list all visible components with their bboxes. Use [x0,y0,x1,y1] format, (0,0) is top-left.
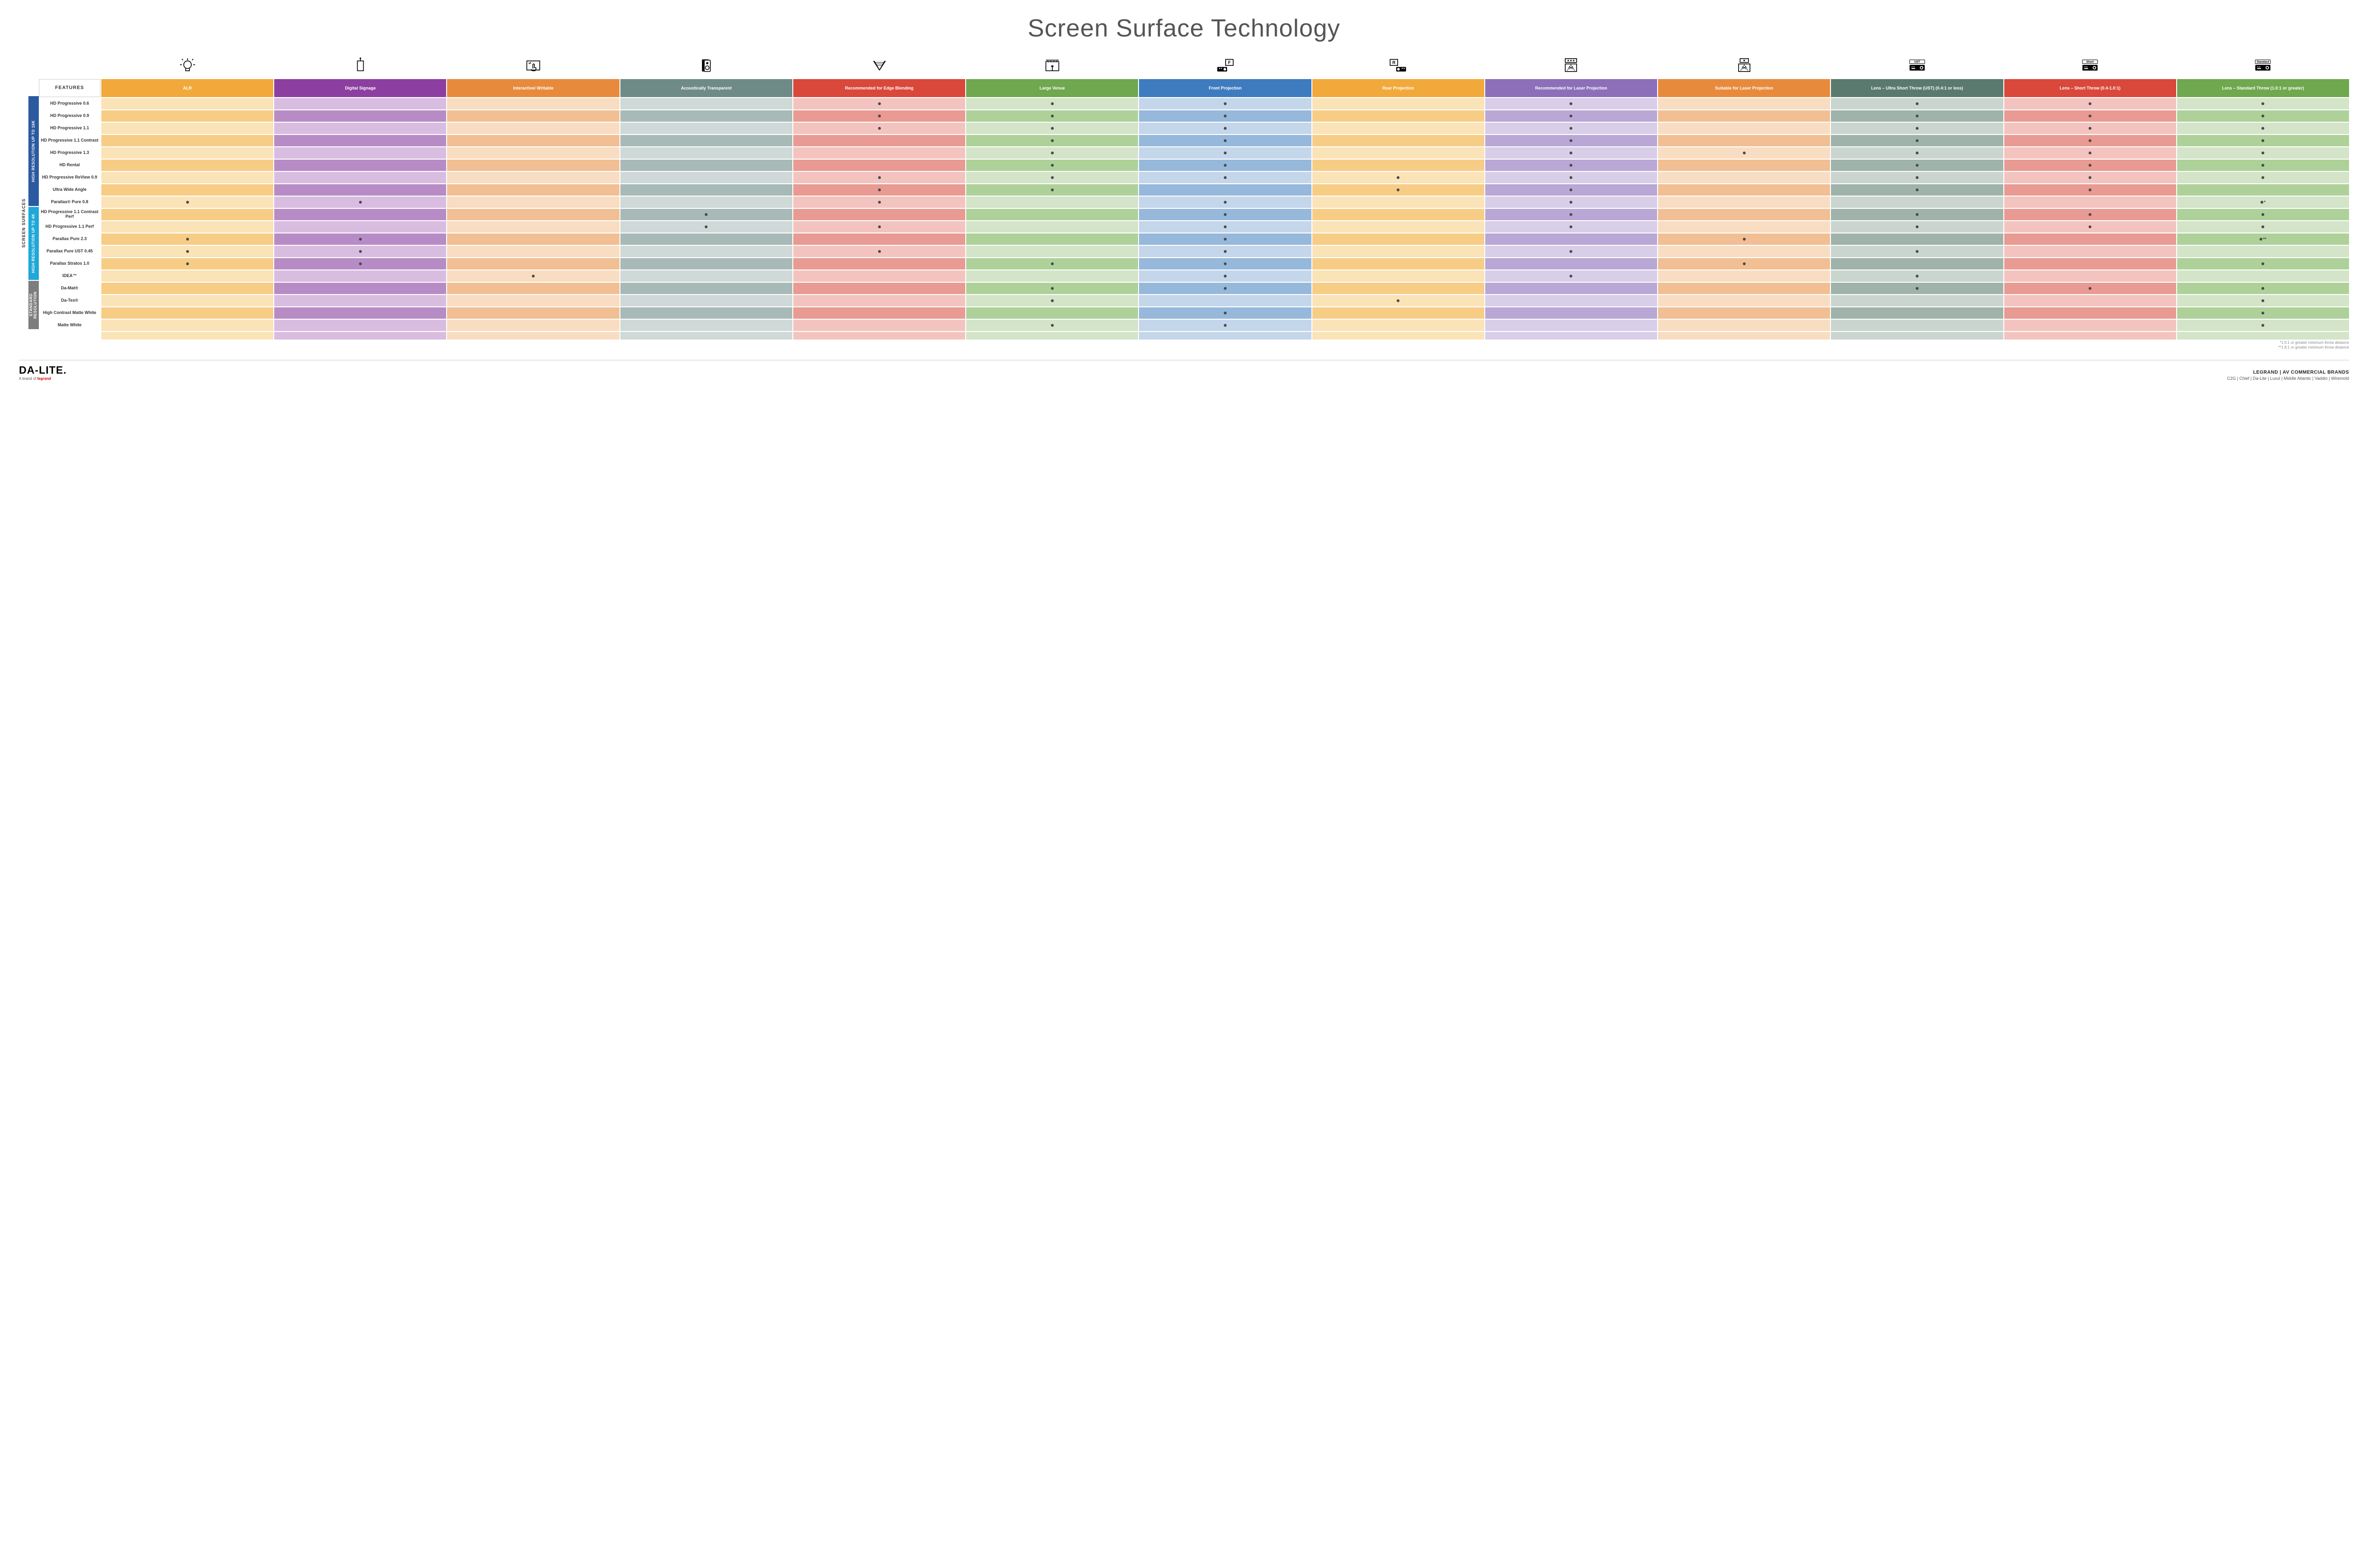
row-label: HD Progressive 1.1 Contrast [39,135,100,146]
row-label: IDEA™ [39,270,100,282]
header-edge: Recommended for Edge Blending [793,79,965,97]
svg-text:F: F [1228,60,1231,65]
bulb-icon [101,54,273,77]
row-label: High Contrast Matte White [39,307,100,319]
row-label: HD Progressive 0.6 [39,98,100,109]
table-row: HD Progressive 1.1 [39,123,2349,134]
group-label: STANDARD RESOLUTION [28,281,39,329]
group-label: HIGH RESOLUTION UP TO 16K [28,96,39,206]
table-row: IDEA™ [39,270,2349,282]
table-row: Parallax Pure 2.3** [39,233,2349,245]
table-row: Parallax Pure UST 0.45 [39,246,2349,257]
rear-proj-icon: R [1312,54,1484,77]
footnote-2: **1.8:1 or greater minimum throw distanc… [39,345,2349,350]
header-features: FEATURES [39,79,100,97]
table-row: Matte White [39,320,2349,331]
svg-text:UST: UST [1914,61,1920,63]
row-groups: HIGH RESOLUTION UP TO 16KHIGH RESOLUTION… [28,96,39,350]
touch-icon [447,54,619,77]
logo-block: DA-LITE. A brand of legrand [19,364,67,381]
spacer-row [39,332,2349,340]
table-row: High Contrast Matte White [39,307,2349,319]
header-front: Front Projection [1139,79,1311,97]
table-row: Da-Mat® [39,283,2349,294]
header-reclaser: Recommended for Laser Projection [1485,79,1657,97]
row-label: Parallax Stratos 1.0 [39,258,100,269]
std-proj-icon: Standard [2177,54,2349,77]
header-signage: Digital Signage [274,79,446,97]
table-row: HD Progressive 0.6 [39,98,2349,109]
svg-text:Short: Short [2086,61,2094,63]
logo-main: DA-LITE. [19,364,67,376]
row-label: HD Progressive 0.9 [39,110,100,122]
logo-sub: A brand of legrand [19,376,67,381]
laser-rec-icon: ★★★ [1485,54,1657,77]
svg-text:★★★: ★★★ [1567,59,1575,63]
table-row: Ultra Wide Angle [39,184,2349,196]
table-row: HD Progressive ReView 0.9 [39,172,2349,183]
row-label: Matte White [39,320,100,331]
table-row: HD Progressive 1.1 Perf [39,221,2349,233]
table-row: HD Rental [39,160,2349,171]
row-label: Da-Tex® [39,295,100,306]
header-standard: Lens – Standard Throw (1.0:1 or greater) [2177,79,2349,97]
ust-proj-icon: UST [1831,54,2003,77]
row-label: HD Progressive 1.3 [39,147,100,159]
row-label: Da-Mat® [39,283,100,294]
data-rows: HD Progressive 0.6HD Progressive 0.9HD P… [39,98,2349,331]
header-large: Large Venue [966,79,1138,97]
group-label: HIGH RESOLUTION UP TO 4K [28,207,39,280]
chart: SCREEN SURFACES HIGH RESOLUTION UP TO 16… [19,54,2349,350]
table-row: HD Progressive 1.3 [39,147,2349,159]
front-proj-icon: F [1139,54,1311,77]
laser-suit-icon: ★ [1658,54,1830,77]
header-alr: ALR [101,79,273,97]
header-short: Lens – Short Throw (0.4-1.0:1) [2004,79,2176,97]
grid: FR★★★★USTShortStandard FEATURESALRDigita… [39,54,2349,350]
side-label: SCREEN SURFACES [21,198,26,248]
table-row: Da-Tex® [39,295,2349,306]
header-interactive: Interactive/ Writable [447,79,619,97]
stage-icon [966,54,1138,77]
brands-list: C2G | Chief | Da-Lite | Luxul | Middle A… [2227,376,2349,381]
row-label: Parallax® Pure 0.8 [39,197,100,208]
svg-text:★: ★ [1742,58,1745,63]
header-row: FEATURESALRDigital SignageInteractive/ W… [39,79,2349,97]
table-row: Parallax Stratos 1.0 [39,258,2349,269]
speaker-icon [620,54,792,77]
row-label: HD Progressive 1.1 Contrast Perf [39,209,100,220]
footnotes: *1.5:1 or greater minimum throw distance… [39,340,2349,350]
row-label: Ultra Wide Angle [39,184,100,196]
table-row: HD Progressive 0.9 [39,110,2349,122]
short-proj-icon: Short [2004,54,2176,77]
header-rear: Rear Projection [1312,79,1484,97]
row-label: Parallax Pure UST 0.45 [39,246,100,257]
table-row: HD Progressive 1.1 Contrast [39,135,2349,146]
row-label: Parallax Pure 2.3 [39,233,100,245]
footer: DA-LITE. A brand of legrand LEGRAND | AV… [19,360,2349,381]
triangle-icon [793,54,965,77]
page-title: Screen Surface Technology [19,14,2349,43]
brands-title: LEGRAND | AV COMMERCIAL BRANDS [2227,370,2349,375]
svg-text:Standard: Standard [2257,61,2269,63]
header-suitlaser: Suitable for Laser Projection [1658,79,1830,97]
header-acoustic: Acoustically Transparent [620,79,792,97]
icon-row: FR★★★★USTShortStandard [39,54,2349,77]
row-label: HD Progressive ReView 0.9 [39,172,100,183]
table-row: Parallax® Pure 0.8* [39,197,2349,208]
row-label: HD Progressive 1.1 [39,123,100,134]
header-ust: Lens – Ultra Short Throw (UST) (0.4:1 or… [1831,79,2003,97]
table-row: HD Progressive 1.1 Contrast Perf [39,209,2349,220]
row-label: HD Rental [39,160,100,171]
signage-icon [274,54,446,77]
footnote-1: *1.5:1 or greater minimum throw distance [39,340,2349,345]
side-label-container: SCREEN SURFACES [19,96,28,350]
svg-text:R: R [1392,60,1396,65]
row-label: HD Progressive 1.1 Perf [39,221,100,233]
brands-block: LEGRAND | AV COMMERCIAL BRANDS C2G | Chi… [2227,370,2349,381]
